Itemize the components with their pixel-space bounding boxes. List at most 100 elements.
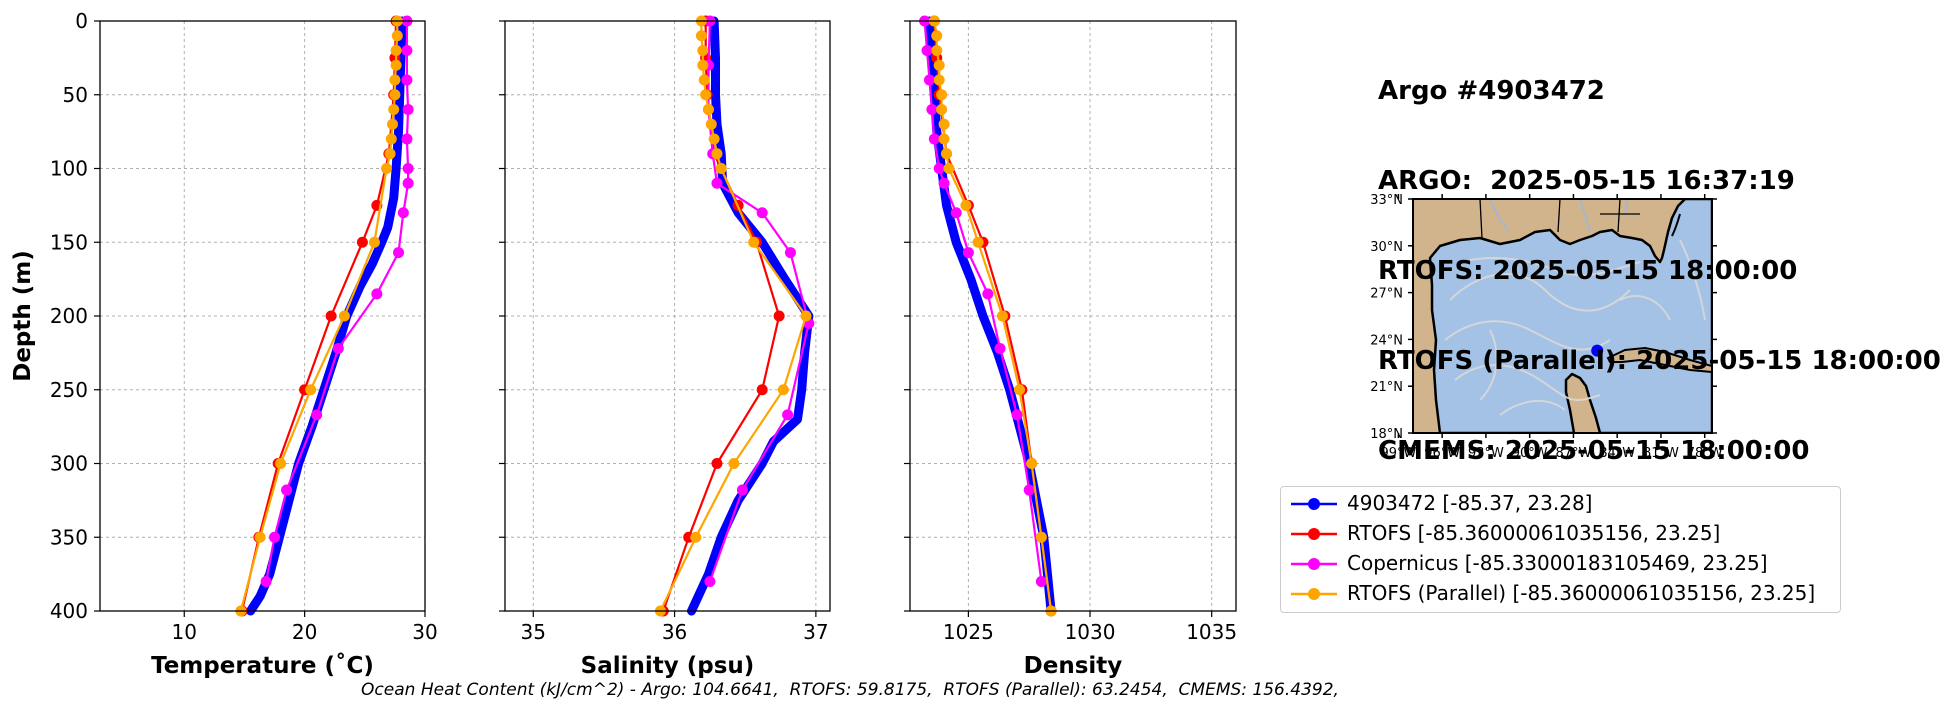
legend-item-rtofs-parallel: RTOFS (Parallel) [-85.36000061035156, 23… [1281,579,1840,609]
x-tick-label: 1025 [943,620,994,644]
data-point [938,118,950,130]
gulf-map: 99°W 96°W 93°W 90°W 87°W 84°W 81°W 78°W 33°N 30°N… [1370,193,1723,461]
map-lat-label: 24°N [1370,333,1403,348]
map-lat-label: 18°N [1370,427,1403,442]
data-point [1013,384,1025,396]
river-line [1579,199,1591,233]
data-point [933,59,945,71]
x-tick-label: 1030 [1065,620,1116,644]
data-point [728,458,740,469]
data-point [700,89,712,101]
data-point [393,247,405,259]
y-tick-label: 150 [50,230,88,254]
data-point [715,163,727,174]
data-point [401,45,413,56]
data-point [923,74,935,86]
data-point [697,45,709,56]
data-point [1035,531,1047,543]
data-point [311,409,323,421]
map-lon-label: 87°W [1555,446,1591,461]
title-argo-id: Argo #4903472 [1378,76,1605,106]
y-axis-label: Depth (m) [10,250,36,382]
data-point [305,384,317,396]
map-lat-label: 33°N [1370,193,1403,208]
data-point [371,288,383,300]
x-tick-label: 1035 [1186,620,1237,644]
y-tick-label: 0 [75,9,88,33]
x-axis-label: Density [1024,653,1123,679]
data-point [401,133,413,145]
data-point [994,342,1006,354]
data-point [748,236,760,248]
data-point [397,207,409,219]
y-tick-label: 50 [63,83,88,107]
data-point [695,30,707,42]
current-streamline [1469,257,1641,277]
florida-keys-line [1671,213,1681,237]
panel-3: 1025 1030 1035 Density [904,15,1237,679]
map-lon-label: 99°W [1380,446,1416,461]
data-point [711,148,723,160]
state-border [1479,199,1483,239]
figure-title: Argo #4903472 ARGO: 2025-05-15 16:37:19 … [1378,16,1941,496]
x-tick-label: 37 [803,620,828,644]
data-point [389,89,401,101]
panel-1: 10 20 30050100150200250300350400Temperatur… [10,9,438,679]
x-tick-label: 35 [521,620,546,644]
data-point [1026,458,1038,469]
legend-label-argo: 4903472 [-85.37, 23.28] [1347,491,1593,515]
cuba-island [1606,346,1712,374]
data-point [928,133,940,145]
data-point [380,163,392,174]
data-point [338,310,350,322]
data-point [711,177,723,189]
title-argo-time: ARGO: 2025-05-15 16:37:19 [1378,166,1795,196]
data-point [736,484,748,496]
map-lat-label: 30°N [1370,240,1403,255]
data-point [926,104,938,115]
data-point [697,59,709,71]
legend-label-copernicus: Copernicus [-85.33000183105469, 23.25] [1347,551,1768,575]
data-point [388,104,400,115]
x-tick-label: 20 [292,620,317,644]
river-line [1624,199,1629,216]
data-point [1023,484,1035,496]
y-tick-label: 100 [50,157,88,181]
data-point [702,104,714,115]
data-point [385,133,397,145]
title-rtofs-parallel-time: RTOFS (Parallel): 2025-05-15 18:00:00 [1378,346,1941,376]
x-tick-label: 10 [172,620,197,644]
data-point [708,133,720,145]
y-tick-label: 250 [50,378,88,402]
data-point [260,576,272,587]
current-streamline [1454,364,1601,401]
legend-item-argo: 4903472 [-85.37, 23.28] [1281,489,1840,519]
x-tick-label: 36 [662,620,687,644]
data-point [402,177,414,189]
map-lon-label: 81°W [1643,446,1679,461]
legend: 4903472 [-85.37, 23.28] RTOFS [-85.36000… [1280,486,1841,613]
data-point [368,236,380,248]
title-cmems-time: CMEMS: 2025-05-15 18:00:00 [1378,436,1810,466]
data-point [936,104,948,115]
data-point [705,118,717,130]
legend-swatch-rtofs [1291,528,1337,540]
data-point [777,384,789,396]
data-point [325,310,337,322]
map-lon-label: 84°W [1599,446,1635,461]
data-point [690,531,702,543]
legend-item-copernicus: Copernicus [-85.33000183105469, 23.25] [1281,549,1840,579]
data-point [390,45,402,56]
data-point [402,104,414,115]
data-point [962,247,974,259]
data-point [389,74,401,86]
current-streamline [1499,399,1566,416]
data-point [931,30,943,42]
y-tick-label: 350 [50,525,88,549]
map-frame [1412,198,1713,434]
data-point [940,148,952,160]
data-point [938,133,950,145]
data-point [390,59,402,71]
map-lon-label: 78°W [1687,446,1723,461]
